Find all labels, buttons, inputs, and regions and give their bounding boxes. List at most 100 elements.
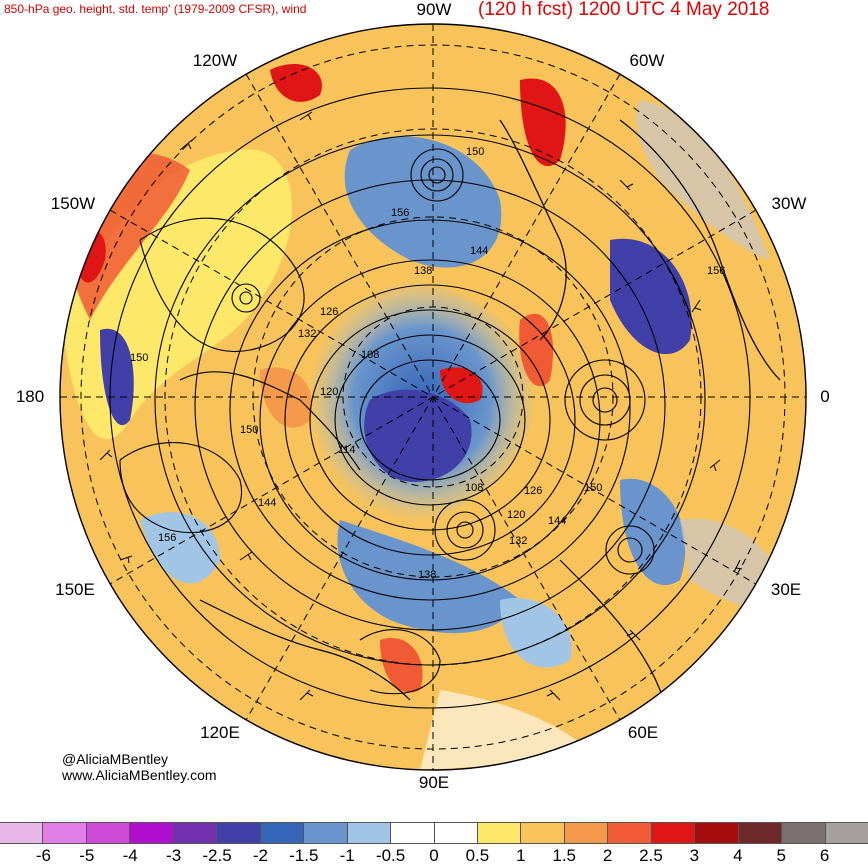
- height-contour: [428, 166, 446, 184]
- forecast-title: (120 h fcst) 1200 UTC 4 May 2018: [478, 0, 770, 20]
- contour-label: 120: [507, 509, 525, 521]
- longitude-label-0: 0: [820, 387, 830, 406]
- hot-anomaly-region: [520, 78, 566, 167]
- longitude-label-30e: 30E: [770, 580, 802, 599]
- coastline: [199, 599, 411, 701]
- contour-label: 144: [258, 497, 276, 509]
- graticule: [60, 24, 806, 770]
- colorbar-swatch: [651, 823, 696, 843]
- contour-label: 138: [414, 265, 432, 277]
- colorbar-tick-label: 3: [689, 846, 700, 865]
- colorbar-swatch: [304, 823, 348, 843]
- cool-anomaly-region: [500, 598, 572, 668]
- colorbar-swatch: [43, 823, 87, 843]
- wind-barb: [619, 179, 634, 191]
- contour-label: 156: [391, 207, 409, 219]
- latitude-circle: [342, 306, 524, 488]
- contour-label: 108: [465, 482, 483, 494]
- latitude-circle: [164, 128, 702, 666]
- colorbar-swatch: [217, 823, 261, 843]
- colorbar-tick-label: 0: [429, 846, 439, 865]
- contour-label: 150: [240, 424, 258, 436]
- colorbar-tick-label: -3: [166, 846, 182, 865]
- longitude-label-90w: 90W: [416, 0, 452, 19]
- contour-label: 156: [158, 532, 176, 544]
- colorbar-swatch: [608, 823, 652, 843]
- contour-label: 144: [548, 515, 566, 527]
- warm-anomaly-region: [260, 367, 312, 428]
- height-contour: [410, 148, 464, 202]
- colorbar-tick-label: -5: [79, 846, 95, 865]
- wind-barb: [99, 449, 113, 461]
- latitude-circle: [80, 44, 786, 750]
- coastline: [179, 371, 361, 471]
- height-contour: [231, 283, 261, 313]
- colorbar-tick-label: -2.5: [202, 846, 232, 865]
- longitude-label-120w: 120W: [192, 51, 238, 70]
- credit-website: www.AliciaMBentley.com: [62, 767, 217, 783]
- height-contour: [259, 259, 601, 581]
- contour-label: 144: [470, 245, 488, 257]
- height-contour: [617, 537, 643, 563]
- map-subtitle: 850-hPa geo. height, std. temp' (1979-20…: [4, 2, 307, 16]
- colorbar-swatch: [477, 823, 522, 843]
- map-boundary: [59, 23, 807, 771]
- meridian-30w-150e: [109, 209, 757, 585]
- height-contour: [579, 374, 631, 426]
- colorbar-tick-label: 4: [733, 846, 743, 865]
- wind-barb: [709, 459, 721, 472]
- height-contour: [605, 525, 655, 575]
- colorbar-tick-label: -6: [35, 846, 51, 865]
- contour-label: 126: [320, 306, 338, 318]
- colorbar-swatch: [695, 823, 739, 843]
- colorbar-tick-label: 0.5: [465, 846, 490, 865]
- colorbar-tick-label: 2: [602, 846, 613, 865]
- colorbar-tick-label: 1.5: [552, 846, 577, 865]
- contour-label: 120: [320, 386, 338, 398]
- height-contour: [229, 219, 631, 601]
- contour-label: 132: [298, 328, 316, 340]
- longitude-label-150e: 150E: [55, 580, 95, 599]
- height-contour: [446, 511, 484, 549]
- height-contour: [309, 309, 551, 531]
- cold-anomaly-region: [100, 328, 134, 426]
- longitude-label-150w: 150W: [50, 194, 96, 213]
- height-contour: [119, 442, 243, 534]
- colorbar-swatch: [391, 823, 435, 843]
- coastline: [619, 119, 781, 381]
- cold-anomaly-region: [364, 389, 472, 482]
- height-contour: [359, 629, 441, 695]
- wind-barb: [299, 111, 313, 121]
- wind-barb: [733, 559, 743, 573]
- colorbar-tick-label: 5: [776, 846, 786, 865]
- contour-label: 150: [130, 352, 148, 364]
- height-contour: [592, 387, 618, 413]
- colorbar: [0, 822, 868, 844]
- colorbar-tick-label: 1: [516, 846, 526, 865]
- wind-barb: [239, 551, 253, 561]
- wind-barb: [299, 689, 314, 701]
- wind-barbs: [99, 111, 743, 701]
- colorbar-swatch: [260, 823, 305, 843]
- wind-barb: [119, 555, 133, 564]
- height-contour: [420, 158, 454, 192]
- longitude-label-60e: 60E: [627, 723, 659, 742]
- contour-labels: 150 156 144 138 126 132 108 120 150 114 …: [130, 146, 725, 581]
- longitude-label-60w: 60W: [629, 51, 665, 70]
- contour-label: 150: [584, 482, 602, 494]
- colorbar-swatch: [521, 823, 565, 843]
- coastline: [499, 119, 567, 341]
- contour-label: 108: [361, 349, 379, 361]
- height-contour: [334, 334, 526, 506]
- colorbar-swatch: [130, 823, 174, 843]
- credit-handle: @AliciaMBentley: [62, 751, 169, 767]
- wind-barb: [546, 689, 561, 701]
- contour-label: 150: [466, 146, 484, 158]
- colorbar-swatch: [0, 823, 44, 843]
- height-contour: [284, 284, 576, 556]
- longitude-label-30w: 30W: [771, 194, 807, 213]
- colorbar-swatch: [825, 823, 868, 843]
- wind-barb: [179, 139, 193, 151]
- colorbar-tick-label: -4: [122, 846, 138, 865]
- height-contour: [239, 291, 253, 305]
